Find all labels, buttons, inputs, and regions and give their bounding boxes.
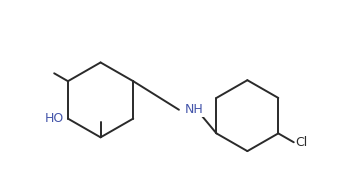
Text: Cl: Cl <box>296 136 308 149</box>
Text: NH: NH <box>185 103 204 116</box>
Text: HO: HO <box>45 112 64 125</box>
